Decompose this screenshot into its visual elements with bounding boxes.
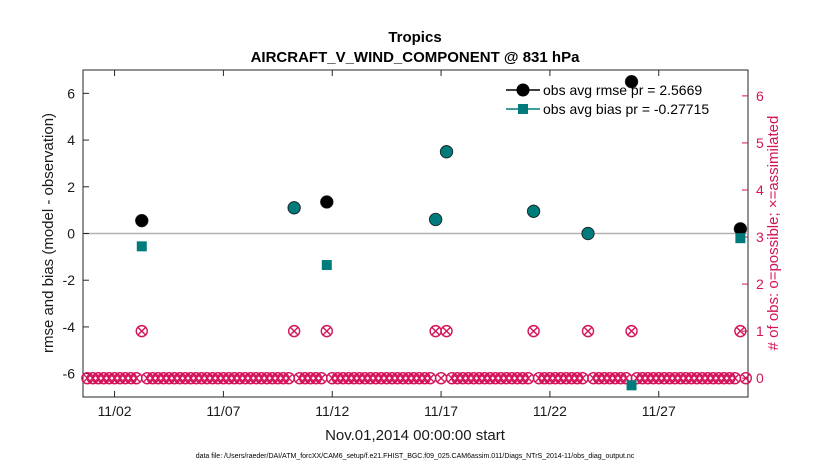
bias-point xyxy=(440,145,453,158)
obs-assimilated-marker xyxy=(442,326,451,336)
obs-count-point-one xyxy=(581,324,595,338)
bias-point xyxy=(582,227,594,240)
y-tick-right-label: 3 xyxy=(756,229,764,245)
bias-point xyxy=(735,233,746,244)
obs-count-point-one xyxy=(320,324,333,338)
bias-point xyxy=(136,241,147,252)
obs-assimilated-marker xyxy=(436,373,446,383)
y-tick-right-label: 2 xyxy=(756,276,764,292)
obs-possible-marker xyxy=(287,324,301,338)
obs-assimilated-marker xyxy=(627,326,636,336)
obs-possible-marker xyxy=(527,324,540,338)
y-tick-label: 6 xyxy=(67,85,75,101)
obs-assimilated-marker xyxy=(730,373,740,383)
y-tick-label: 0 xyxy=(67,226,75,242)
y-tick-label: -6 xyxy=(63,366,76,382)
obs-possible-marker xyxy=(739,371,753,385)
obs-count-point xyxy=(739,371,753,385)
obs-possible-marker xyxy=(440,324,453,338)
obs-assimilated-marker xyxy=(431,326,440,336)
obs-count-point-one xyxy=(734,324,747,338)
x-axis-label: Nov.01,2014 00:00:00 start xyxy=(325,427,506,444)
legend-bias-label: obs avg bias pr = -0.27715 xyxy=(543,101,709,117)
obs-assimilated-marker xyxy=(741,373,751,383)
obs-assimilated-marker xyxy=(736,326,745,336)
y-axis-label: rmse and bias (model - observation) xyxy=(40,113,57,353)
y-axis-right-label: # of obs: o=possible; ×=assimilated xyxy=(765,116,782,351)
x-tick-label: 11/02 xyxy=(98,403,132,419)
obs-count-point-one xyxy=(440,324,453,338)
obs-assimilated-marker xyxy=(284,373,293,383)
bias-point xyxy=(429,213,442,226)
x-tick-label: 11/12 xyxy=(315,403,349,419)
obs-assimilated-marker xyxy=(425,373,435,383)
legend-rmse-marker xyxy=(516,83,530,97)
obs-possible-marker xyxy=(581,324,595,338)
legend-rmse-label: obs avg rmse pr = 2.5669 xyxy=(543,82,702,98)
obs-assimilated-marker xyxy=(529,326,538,336)
obs-possible-marker xyxy=(734,324,747,338)
legend-bias-marker xyxy=(518,104,528,114)
y-tick-label: -4 xyxy=(63,319,76,335)
obs-assimilated-marker xyxy=(523,373,533,383)
y-tick-right-label: 1 xyxy=(756,323,764,339)
y-tick-label: 2 xyxy=(67,179,75,195)
obs-assimilated-marker xyxy=(322,326,332,336)
obs-possible-marker xyxy=(625,324,638,338)
obs-assimilated-marker xyxy=(578,373,587,383)
obs-assimilated-marker xyxy=(583,326,593,336)
obs-possible-marker xyxy=(320,324,333,338)
y-tick-right-label: 0 xyxy=(756,370,764,386)
bias-point xyxy=(321,260,332,271)
obs-assimilated-marker xyxy=(132,373,141,383)
y-tick-right-label: 6 xyxy=(756,88,764,104)
obs-possible-marker xyxy=(135,324,148,338)
bias-point xyxy=(288,202,300,214)
data-file-footer: data file: /Users/raeder/DAI/ATM_forcXX/… xyxy=(196,453,635,460)
chart-subtitle: AIRCRAFT_V_WIND_COMPONENT @ 831 hPa xyxy=(251,49,581,66)
x-tick-label: 11/22 xyxy=(533,403,567,419)
y-tick-label: 4 xyxy=(67,132,75,148)
legend: obs avg rmse pr = 2.5669 obs avg bias pr… xyxy=(506,82,709,117)
obs-assimilated-marker xyxy=(137,326,147,336)
obs-assimilated-marker xyxy=(289,326,299,336)
rmse-point xyxy=(320,195,334,209)
obs-count-point-one xyxy=(287,324,301,338)
bias-point xyxy=(527,205,540,218)
y-tick-label: -2 xyxy=(63,272,76,288)
y-tick-right-label: 4 xyxy=(756,182,764,198)
y-tick-right-label: 5 xyxy=(756,135,764,151)
x-tick-label: 11/17 xyxy=(424,403,458,419)
obs-assimilated-marker xyxy=(317,373,326,383)
chart-title: Tropics xyxy=(388,29,441,46)
obs-count-point-one xyxy=(625,324,638,338)
bias-point xyxy=(626,380,637,391)
x-tick-label: 11/07 xyxy=(206,403,240,419)
rmse-point xyxy=(624,74,639,89)
rmse-point xyxy=(135,213,149,228)
obs-count-point-one xyxy=(135,324,148,338)
obs-count-point-one xyxy=(527,324,540,338)
obs-assimilated-marker xyxy=(621,373,631,383)
x-tick-label: 11/27 xyxy=(642,403,676,419)
